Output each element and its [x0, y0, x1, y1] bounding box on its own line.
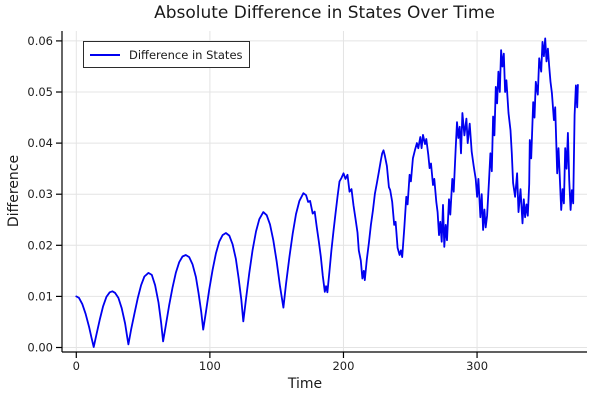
legend-line-sample — [90, 53, 120, 56]
x-axis-label: Time — [287, 376, 323, 392]
y-axis-label: Difference — [6, 154, 22, 228]
y-tick-label: 0.03 — [27, 187, 53, 201]
x-tick-label: 0 — [73, 359, 80, 373]
x-tick-label: 300 — [466, 359, 488, 373]
legend: Difference in States — [83, 41, 250, 68]
x-tick-label: 200 — [332, 359, 354, 373]
y-tick-label: 0.04 — [27, 136, 53, 150]
x-tick-label: 100 — [199, 359, 221, 373]
y-tick-label: 0.01 — [27, 289, 53, 303]
y-tick-label: 0.05 — [27, 85, 53, 99]
y-tick-label: 0.00 — [27, 341, 53, 355]
chart-title: Absolute Difference in States Over Time — [154, 3, 495, 23]
legend-label: Difference in States — [129, 47, 243, 62]
y-tick-label: 0.06 — [27, 34, 53, 48]
data-line — [75, 37, 579, 348]
y-tick-label: 0.02 — [27, 238, 53, 252]
